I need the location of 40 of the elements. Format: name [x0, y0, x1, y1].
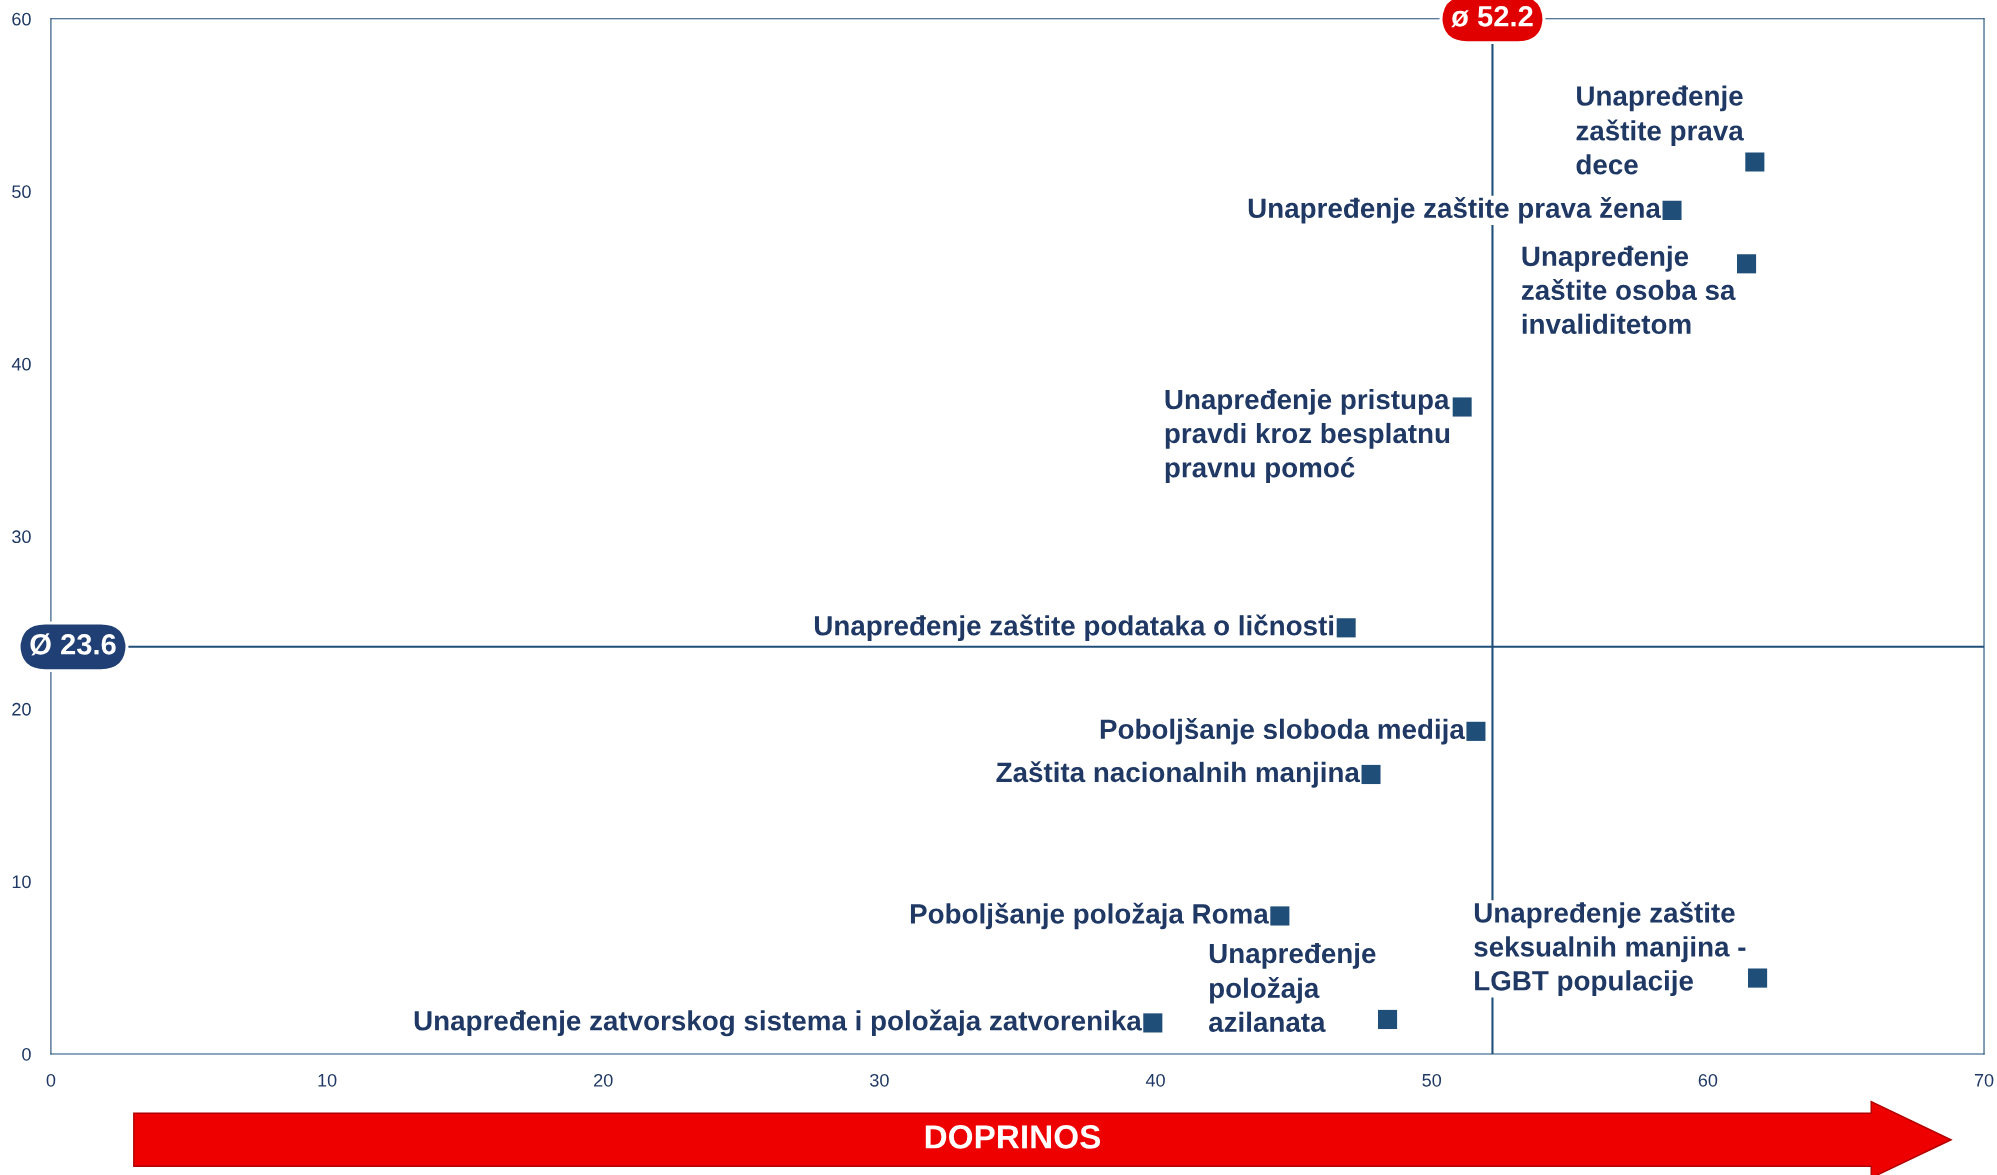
y-tick-label: 50 [12, 185, 31, 199]
x-tick-label: 0 [46, 1073, 56, 1087]
point [1466, 721, 1486, 741]
x-tick-label: 70 [1974, 1073, 1994, 1087]
point [1270, 906, 1290, 926]
annotation: Poboljšanje položaja Roma [910, 902, 1269, 930]
y-tick-label: 10 [12, 875, 31, 889]
point [1452, 397, 1472, 417]
annotation: Unapređenje zaštite prava žena [1248, 197, 1662, 224]
point [1377, 1009, 1398, 1030]
x-tick-label: 30 [870, 1073, 889, 1087]
annotation: Unapređenje zaštite podataka o ličnosti [814, 614, 1334, 642]
y-tick-label: 20 [12, 702, 31, 716]
annotation: Unapređenje zaštite seksualnih manjina - LGBT populacije [1474, 901, 1746, 997]
y-tick-label: 60 [12, 12, 31, 26]
point [1143, 1013, 1163, 1033]
x-tick-label: 20 [594, 1073, 613, 1087]
annotation: Zaštita nacionalnih manjina [996, 761, 1361, 788]
point [1662, 200, 1682, 220]
annotation: Unapređenje položaja azilanata [1208, 942, 1376, 1033]
point [1748, 968, 1768, 988]
y-tick-label: 30 [12, 530, 31, 544]
annotation: Unapređenje pristupa pravdi kroz besplatnu pravnu pomoć [1165, 388, 1450, 484]
point [1736, 254, 1757, 274]
y-tick-label: 40 [11, 357, 31, 371]
point [1361, 764, 1381, 785]
annotation: Poboljšanje sloboda medija [1100, 718, 1465, 745]
annotation: Unapređenje zaštite osoba sa invaliditetom [1521, 245, 1736, 335]
point [1336, 618, 1356, 638]
x-axis-title: DOPRINOS [925, 1125, 1101, 1149]
x-tick-label: 10 [318, 1073, 337, 1087]
x-tick-label: 50 [1422, 1073, 1442, 1087]
annotation: Unapređenje zaštite prava dece [1576, 85, 1744, 175]
point [1745, 152, 1765, 172]
ref-line-label: Ø 23.6 [30, 633, 116, 656]
ref-line-label: ø 52.2 [1451, 5, 1533, 28]
annotation: Unapređenje zatvorskog sistema i položaja zatvorenika [414, 1009, 1142, 1037]
x-tick-label: 40 [1145, 1073, 1165, 1087]
y-tick-label: 0 [22, 1047, 31, 1061]
x-tick-label: 60 [1698, 1073, 1718, 1087]
